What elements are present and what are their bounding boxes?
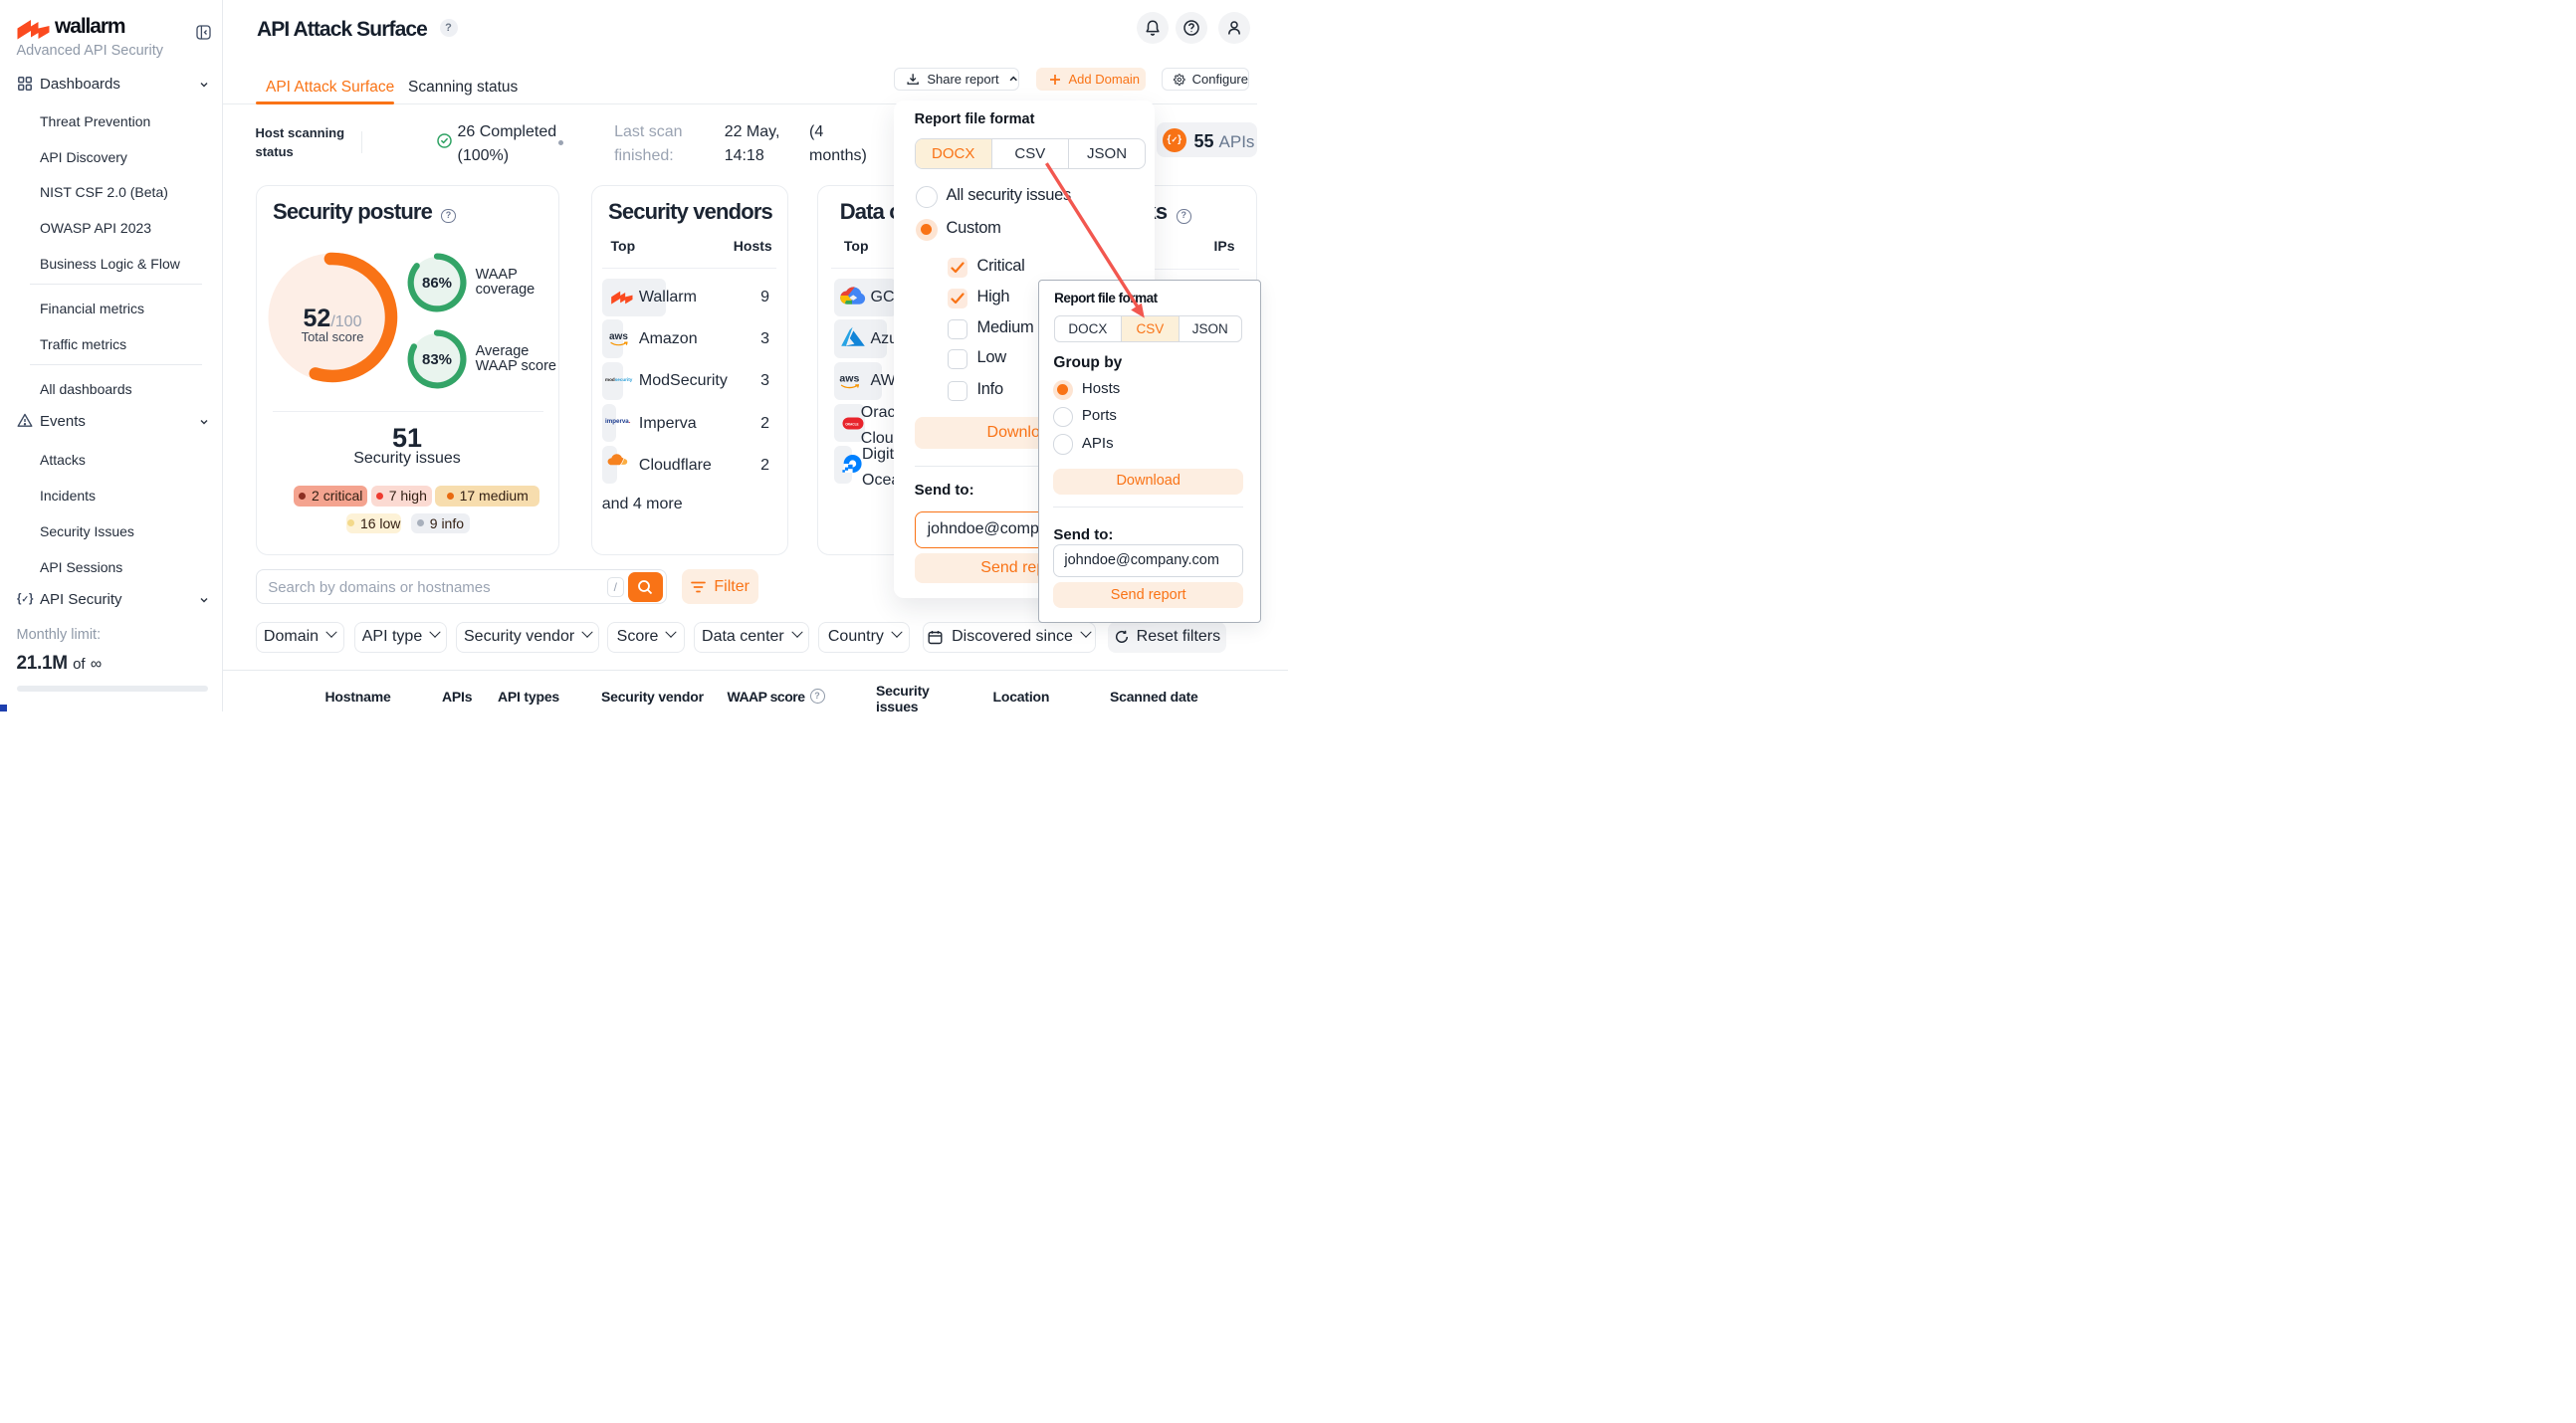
svg-text:ORACLE: ORACLE <box>845 422 858 426</box>
svg-text:aws: aws <box>839 373 859 385</box>
svg-text:aws: aws <box>609 331 628 342</box>
